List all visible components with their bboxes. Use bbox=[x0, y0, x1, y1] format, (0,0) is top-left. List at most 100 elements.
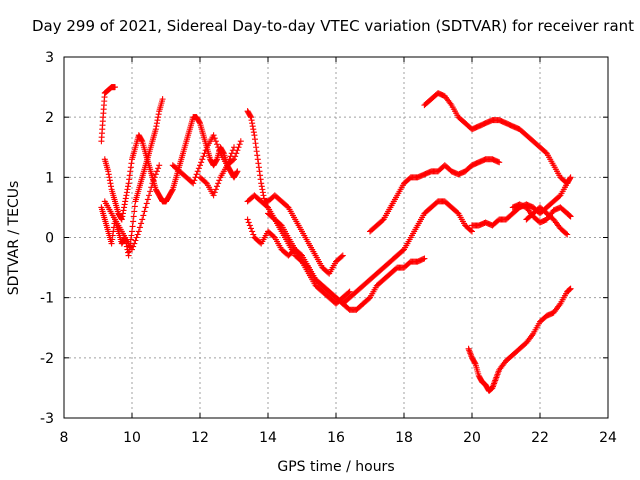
data-point bbox=[379, 217, 386, 224]
data-point bbox=[270, 215, 277, 222]
data-point bbox=[249, 228, 256, 235]
data-point bbox=[127, 168, 134, 175]
data-point bbox=[421, 255, 428, 262]
data-point bbox=[108, 240, 115, 247]
data-point bbox=[191, 177, 198, 184]
data-point bbox=[126, 172, 133, 179]
series-arc-10 bbox=[265, 198, 475, 307]
data-point bbox=[146, 192, 152, 199]
data-point bbox=[233, 169, 240, 176]
y-tick-label: -1 bbox=[40, 291, 54, 307]
data-point bbox=[194, 168, 201, 175]
data-point bbox=[255, 164, 262, 171]
y-tick-label: -3 bbox=[40, 411, 54, 427]
x-tick-label: 18 bbox=[395, 430, 413, 446]
data-point bbox=[215, 144, 222, 151]
data-point bbox=[129, 228, 135, 235]
data-point bbox=[248, 117, 255, 124]
data-point bbox=[131, 240, 138, 247]
data-point bbox=[236, 141, 243, 148]
series-arc-17 bbox=[465, 285, 574, 394]
data-point bbox=[130, 218, 137, 225]
data-point bbox=[251, 136, 258, 143]
data-point bbox=[210, 192, 217, 199]
data-point bbox=[125, 252, 132, 259]
data-point bbox=[155, 165, 162, 172]
data-point bbox=[159, 96, 166, 103]
data-point bbox=[147, 188, 154, 195]
data-point bbox=[211, 135, 218, 142]
data-point bbox=[148, 184, 155, 191]
data-point bbox=[215, 180, 222, 187]
y-axis-label: SDTVAR / TECUs bbox=[6, 181, 22, 296]
data-point bbox=[121, 201, 128, 208]
data-point bbox=[109, 232, 116, 239]
data-point bbox=[220, 149, 227, 156]
data-point bbox=[112, 84, 118, 91]
y-tick-label: 2 bbox=[45, 110, 54, 126]
data-point bbox=[469, 228, 475, 235]
data-point bbox=[259, 189, 266, 196]
data-point bbox=[153, 168, 160, 175]
data-point bbox=[567, 174, 574, 181]
series-arc-12 bbox=[367, 156, 503, 235]
data-point bbox=[118, 216, 125, 223]
data-point bbox=[152, 126, 159, 133]
data-point bbox=[567, 285, 574, 292]
data-point bbox=[216, 177, 223, 184]
data-point bbox=[138, 137, 145, 144]
data-point bbox=[193, 171, 200, 178]
data-point bbox=[107, 180, 114, 187]
data-point bbox=[133, 234, 140, 241]
data-point bbox=[564, 231, 571, 238]
data-point bbox=[195, 165, 202, 172]
data-point bbox=[123, 192, 130, 199]
data-point bbox=[136, 224, 143, 231]
data-point bbox=[567, 213, 574, 220]
data-point bbox=[247, 113, 254, 120]
data-point bbox=[135, 228, 142, 235]
data-point bbox=[270, 233, 277, 240]
data-point bbox=[125, 180, 132, 187]
data-point bbox=[151, 174, 158, 181]
data-point bbox=[365, 295, 372, 302]
data-point bbox=[263, 203, 270, 210]
data-point bbox=[229, 157, 236, 164]
data-point bbox=[250, 126, 257, 133]
x-tick-label: 14 bbox=[259, 430, 277, 446]
data-point bbox=[338, 253, 345, 260]
data-point bbox=[284, 203, 291, 210]
data-point bbox=[122, 198, 129, 205]
data-point bbox=[105, 168, 112, 175]
x-tick-label: 8 bbox=[60, 430, 69, 446]
data-point bbox=[105, 171, 112, 178]
data-point bbox=[120, 207, 127, 214]
data-point bbox=[127, 164, 134, 171]
data-point bbox=[199, 156, 206, 163]
data-point bbox=[214, 183, 220, 190]
data-point bbox=[156, 162, 163, 169]
y-tick-label: -2 bbox=[40, 351, 54, 367]
x-tick-label: 16 bbox=[327, 430, 345, 446]
data-point bbox=[106, 174, 113, 181]
data-point bbox=[141, 208, 148, 215]
data-point bbox=[253, 148, 260, 155]
x-tick-label: 10 bbox=[123, 430, 141, 446]
data-point bbox=[210, 132, 217, 139]
data-point bbox=[467, 227, 474, 234]
data-point bbox=[248, 225, 254, 232]
data-point bbox=[471, 359, 478, 366]
data-point bbox=[139, 216, 146, 223]
data-point bbox=[169, 187, 176, 194]
data-point bbox=[257, 176, 264, 183]
data-point bbox=[155, 111, 162, 118]
x-tick-label: 24 bbox=[599, 430, 617, 446]
data-point bbox=[214, 141, 220, 148]
data-point bbox=[138, 220, 145, 227]
data-point bbox=[201, 150, 208, 157]
data-point bbox=[259, 186, 266, 193]
data-point bbox=[226, 156, 233, 163]
data-point bbox=[128, 232, 135, 239]
data-point bbox=[197, 162, 203, 169]
data-point bbox=[152, 171, 159, 178]
